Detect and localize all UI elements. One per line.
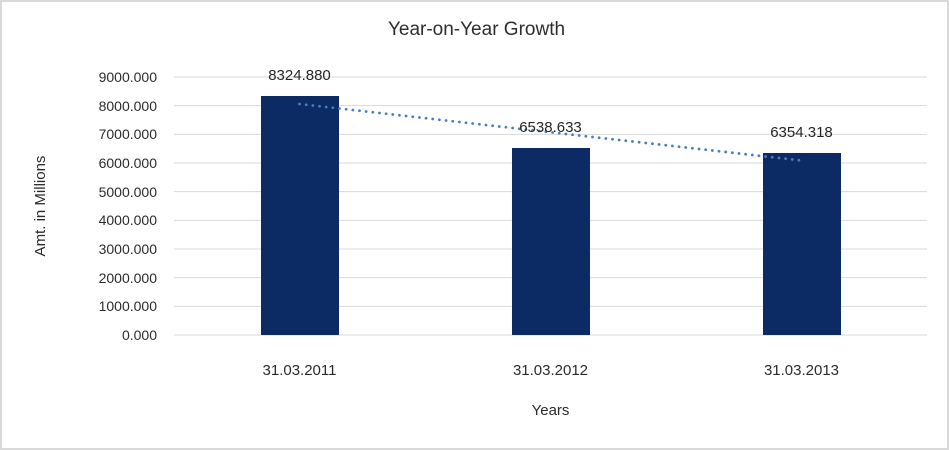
y-axis-tick-label: 4000.000 [98,212,157,229]
y-axis-tick-label: 0.000 [121,327,157,343]
y-axis-tick-label: 1000.000 [98,298,157,315]
y-axis-tick-label: 6000.000 [98,155,157,171]
y-axis-tick-label: 7000.000 [98,126,157,143]
bar-31-03-2011 [260,96,339,335]
y-axis-tick-label: 3000.000 [98,241,157,257]
y-axis-tick-label: 2000.000 [98,269,157,286]
chart-title: Year-on-Year Growth [387,19,566,40]
y-axis-tick-label: 8000.000 [98,97,157,114]
bar-data-label: 6538.633 [519,118,582,136]
y-axis-tick-label: 5000.000 [98,183,157,200]
x-axis-tick-label: 31.03.2012 [512,362,589,379]
x-axis-title: Years [531,402,570,419]
y-axis-tick-label: 9000.000 [98,69,157,85]
bar-data-label: 6354.318 [770,123,833,141]
bar-31-03-2012 [511,147,590,335]
bar-data-label: 8324.880 [268,67,331,85]
x-axis-tick-label: 31.03.2011 [262,362,337,379]
bar-31-03-2013 [762,152,841,335]
x-axis-tick-label: 31.03.2013 [763,362,840,379]
